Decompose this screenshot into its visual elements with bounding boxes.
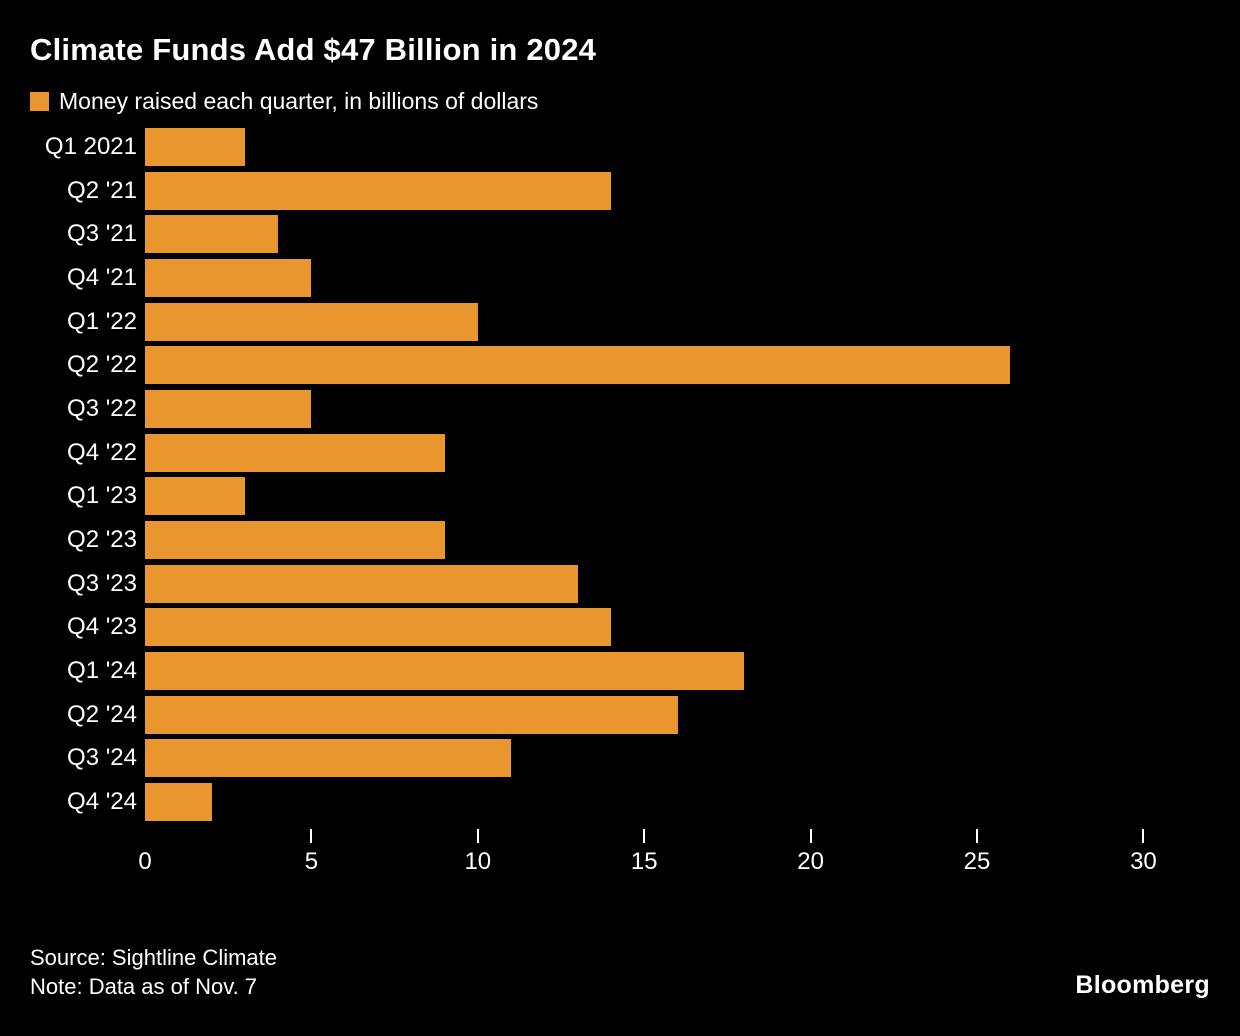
- category-label: Q2 '23: [67, 526, 137, 554]
- bar-row: Q4 '22: [30, 431, 1210, 475]
- note-text: Note: Data as of Nov. 7: [30, 974, 258, 1000]
- bar-track: [145, 346, 1210, 385]
- bar: [145, 783, 212, 822]
- bar-row: Q2 '21: [30, 169, 1210, 213]
- bar: [145, 695, 678, 734]
- bar-track: [145, 652, 1210, 691]
- tick-label: 10: [464, 848, 492, 875]
- bar-track: [145, 258, 1210, 297]
- bar: [145, 564, 578, 603]
- bar-track: [145, 739, 1210, 778]
- bar: [145, 433, 445, 472]
- bar-track: [145, 215, 1210, 254]
- category-label: Q1 2021: [44, 132, 137, 160]
- tick-label: 20: [797, 848, 824, 875]
- tick-mark: [476, 829, 479, 843]
- bar-row: Q4 '24: [30, 780, 1210, 824]
- category-label: Q1 '23: [67, 482, 137, 510]
- tick-label: 0: [138, 848, 152, 875]
- tick-mark: [310, 829, 313, 843]
- legend-swatch-icon: [30, 92, 49, 111]
- bar-row: Q3 '23: [30, 562, 1210, 606]
- bar-track: [145, 608, 1210, 647]
- bar-rows: Q1 2021 Q2 '21 Q3 '21 Q4 '21 Q1 '22 Q2 '22 Q3 …: [30, 125, 1210, 824]
- category-label: Q4 '24: [67, 788, 137, 816]
- bar-row: Q4 '23: [30, 606, 1210, 650]
- category-label: Q3 '23: [67, 569, 137, 597]
- bar-track: [145, 302, 1210, 341]
- bar-row: Q1 '24: [30, 649, 1210, 693]
- category-label: Q1 '22: [67, 307, 137, 335]
- tick-label: 30: [1130, 848, 1157, 875]
- bar-row: Q2 '22: [30, 343, 1210, 387]
- bar-track: [145, 783, 1210, 822]
- chart-title: Climate Funds Add $47 Billion in 2024: [30, 32, 597, 67]
- bar-track: [145, 695, 1210, 734]
- bar-row: Q2 '24: [30, 693, 1210, 737]
- category-label: Q2 '22: [67, 351, 137, 379]
- bar: [145, 608, 611, 647]
- bar: [145, 739, 512, 778]
- bar-track: [145, 389, 1210, 428]
- category-label: Q3 '21: [67, 220, 137, 248]
- bar: [145, 127, 245, 166]
- category-label: Q4 '22: [67, 438, 137, 466]
- bar-track: [145, 433, 1210, 472]
- tick-mark: [1142, 829, 1145, 843]
- category-label: Q3 '24: [67, 744, 137, 772]
- bar-row: Q1 '22: [30, 300, 1210, 344]
- bloomberg-logo: Bloomberg: [1075, 971, 1210, 999]
- bar: [145, 302, 478, 341]
- bar-row: Q1 2021: [30, 125, 1210, 169]
- bar-row: Q3 '22: [30, 387, 1210, 431]
- tick-mark: [643, 829, 646, 843]
- tick-label: 25: [963, 848, 991, 875]
- bar-track: [145, 171, 1210, 210]
- source-text: Source: Sightline Climate: [30, 944, 278, 970]
- bar: [145, 171, 611, 210]
- bar: [145, 258, 312, 297]
- axis-ticks: [145, 824, 1210, 848]
- category-label: Q4 '21: [67, 263, 137, 291]
- bar-track: [145, 564, 1210, 603]
- source-note: Source: Sightline Climate Note: Data as …: [30, 943, 277, 1002]
- legend-label: Money raised each quarter, in billions o…: [59, 88, 539, 114]
- bar: [145, 346, 1011, 385]
- bar: [145, 215, 279, 254]
- bar: [145, 389, 312, 428]
- axis-labels: 0 5 10 15 20 25 30: [138, 848, 1210, 880]
- category-label: Q3 '22: [67, 394, 137, 422]
- bar: [145, 652, 745, 691]
- bar-chart: Q1 2021 Q2 '21 Q3 '21 Q4 '21 Q1 '22 Q2 '22 Q3 …: [30, 125, 1210, 880]
- bar-track: [145, 477, 1210, 516]
- category-label: Q4 '23: [67, 613, 137, 641]
- category-label: Q2 '21: [67, 176, 137, 204]
- bar-row: Q4 '21: [30, 256, 1210, 300]
- bar-row: Q3 '21: [30, 212, 1210, 256]
- legend: Money raised each quarter, in billions o…: [30, 88, 1210, 115]
- bar-row: Q2 '23: [30, 518, 1210, 562]
- category-label: Q1 '24: [67, 657, 137, 685]
- category-label: Q2 '24: [67, 700, 137, 728]
- bar-row: Q1 '23: [30, 475, 1210, 519]
- bar-track: [145, 521, 1210, 560]
- tick-label: 5: [304, 848, 319, 875]
- bar-row: Q3 '24: [30, 737, 1210, 781]
- footer: Source: Sightline Climate Note: Data as …: [30, 943, 1210, 1002]
- tick-label: 15: [630, 848, 658, 875]
- tick-mark: [809, 829, 812, 843]
- bar-track: [145, 127, 1210, 166]
- bar: [145, 521, 445, 560]
- tick-mark: [976, 829, 979, 843]
- bar: [145, 477, 245, 516]
